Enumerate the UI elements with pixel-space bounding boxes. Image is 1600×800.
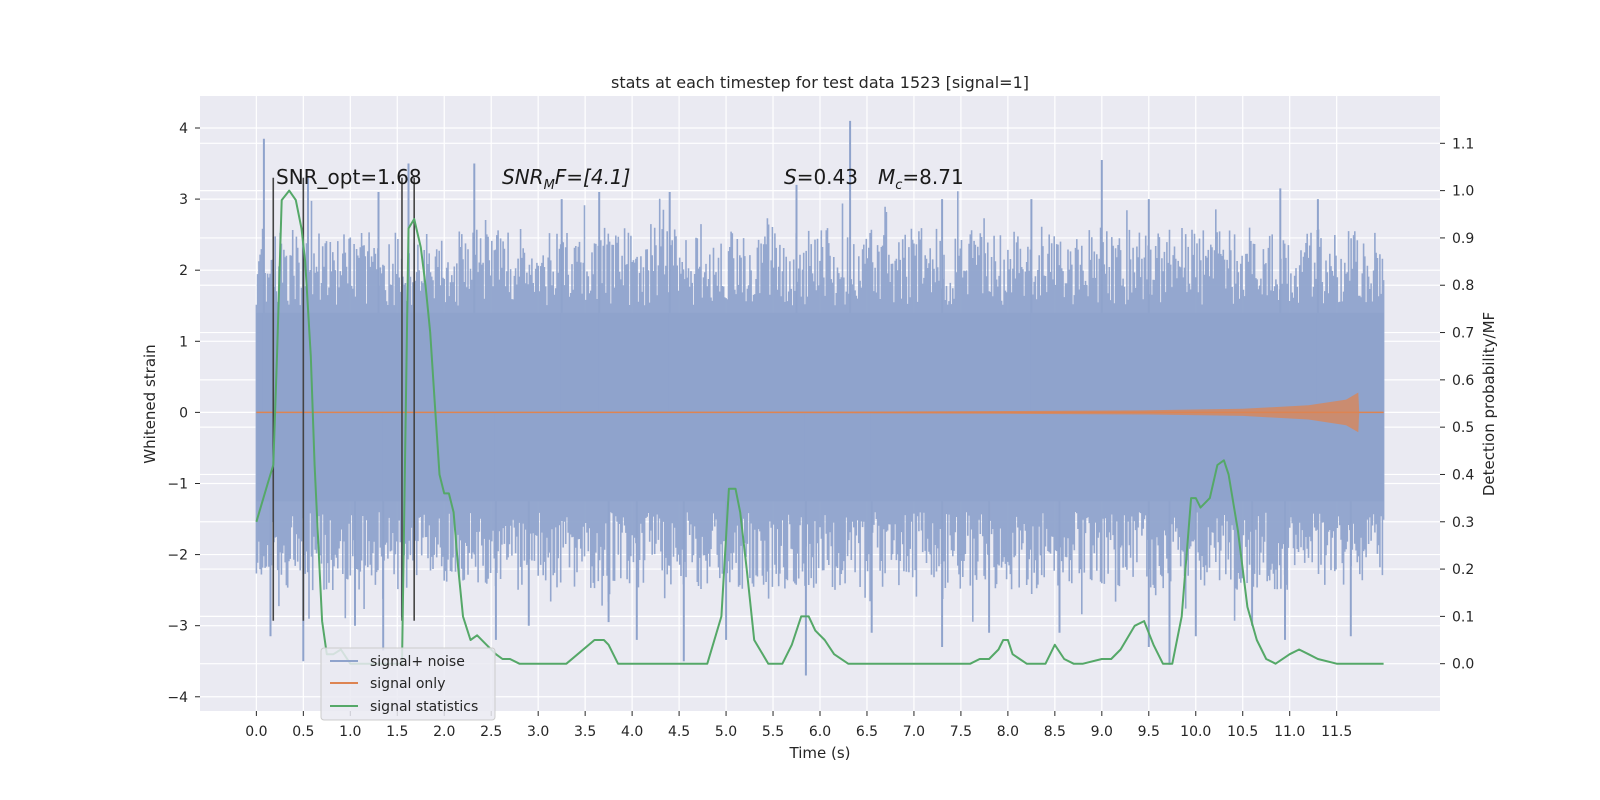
signal-only-series [256,392,1384,433]
snr-mf-value: F=[4.1] [555,165,631,189]
signal-noise-series [255,120,1385,676]
right-y-tick-label: 1.1 [1452,136,1474,152]
left-y-tick-label: 0 [179,405,188,421]
x-tick-label: 3.0 [527,724,549,740]
left-y-axis-label: Whitened strain [141,344,159,463]
snr-opt-annotation: SNR_opt=1.68 [276,165,422,189]
x-tick-label: 1.5 [386,724,408,740]
right-y-tick-label: 0.1 [1452,609,1474,625]
left-y-tick-label: −3 [167,619,188,635]
s-value: =0.43 [797,165,858,189]
chart-title: stats at each timestep for test data 152… [611,73,1029,92]
left-y-axis-ticks: 4 3 2 1 0 −1 −2 −3 −4 [167,121,200,706]
right-y-tick-label: 0.3 [1452,515,1474,531]
x-tick-label: 9.5 [1138,724,1160,740]
s-annotation: S=0.43 [784,165,858,189]
signal-noise-peaks [262,120,1352,676]
x-tick-label: 6.5 [856,724,878,740]
legend-label-signal-statistics: signal statistics [370,699,478,715]
x-tick-label: 10.5 [1227,724,1258,740]
right-y-tick-label: 0.7 [1452,326,1474,342]
x-tick-label: 5.5 [762,724,784,740]
left-y-tick-label: 4 [179,121,188,137]
x-tick-label: 8.5 [1044,724,1066,740]
x-tick-label: 4.0 [621,724,643,740]
x-tick-label: 9.0 [1091,724,1113,740]
x-tick-label: 4.5 [668,724,690,740]
x-tick-label: 11.0 [1274,724,1305,740]
x-tick-label: 3.5 [574,724,596,740]
x-axis-ticks: 0.0 0.5 1.0 1.5 2.0 2.5 3.0 3.5 4.0 4.5 5.0 5.5 6.0 6… [245,711,1352,740]
x-tick-label: 10.0 [1180,724,1211,740]
x-tick-label: 1.0 [339,724,361,740]
x-tick-label: 6.0 [809,724,831,740]
right-y-tick-label: 0.2 [1452,562,1474,578]
left-y-tick-label: 2 [179,263,188,279]
left-y-tick-label: −4 [167,690,188,706]
mc-symbol: M [878,165,895,189]
snr-mf-annotation: SNRMF=[4.1] [502,165,630,193]
snr-mf-symbol: SNR [502,165,544,189]
mc-value: =8.71 [902,165,963,189]
legend-label-signal-noise: signal+ noise [370,654,465,670]
legend-label-signal-only: signal only [370,676,445,692]
x-tick-label: 7.0 [903,724,925,740]
right-y-tick-label: 0.6 [1452,373,1474,389]
legend: signal+ noise signal only signal statist… [320,647,496,721]
mc-annotation: Mc=8.71 [878,165,964,193]
right-y-axis-label: Detection probability/MF [1480,312,1498,496]
legend-box [320,647,496,721]
right-y-tick-label: 0.5 [1452,420,1474,436]
s-symbol: S [784,165,797,189]
x-tick-label: 7.5 [950,724,972,740]
right-y-tick-label: 0.4 [1452,467,1474,483]
snr-mf-subscript: M [544,178,555,193]
right-y-tick-label: 0.0 [1452,657,1474,673]
right-y-tick-label: 0.8 [1452,278,1474,294]
x-tick-label: 11.5 [1321,724,1352,740]
mc-subscript: c [895,178,902,193]
x-tick-label: 5.0 [715,724,737,740]
right-y-axis-ticks: 1.1 1.0 0.9 0.8 0.7 0.6 0.5 0.4 0.3 0.2 0.1 0.0 [1440,136,1474,673]
left-y-tick-label: 3 [179,192,188,208]
x-tick-label: 2.0 [433,724,455,740]
right-y-tick-label: 1.0 [1452,184,1474,200]
x-tick-label: 2.5 [480,724,502,740]
x-tick-label: 8.0 [997,724,1019,740]
left-y-tick-label: −2 [167,548,188,564]
left-y-tick-label: 1 [179,334,188,350]
x-tick-label: 0.5 [292,724,314,740]
left-y-tick-label: −1 [167,476,188,492]
x-axis-label: Time (s) [789,744,851,762]
right-y-tick-label: 0.9 [1452,231,1474,247]
x-tick-label: 0.0 [245,724,267,740]
